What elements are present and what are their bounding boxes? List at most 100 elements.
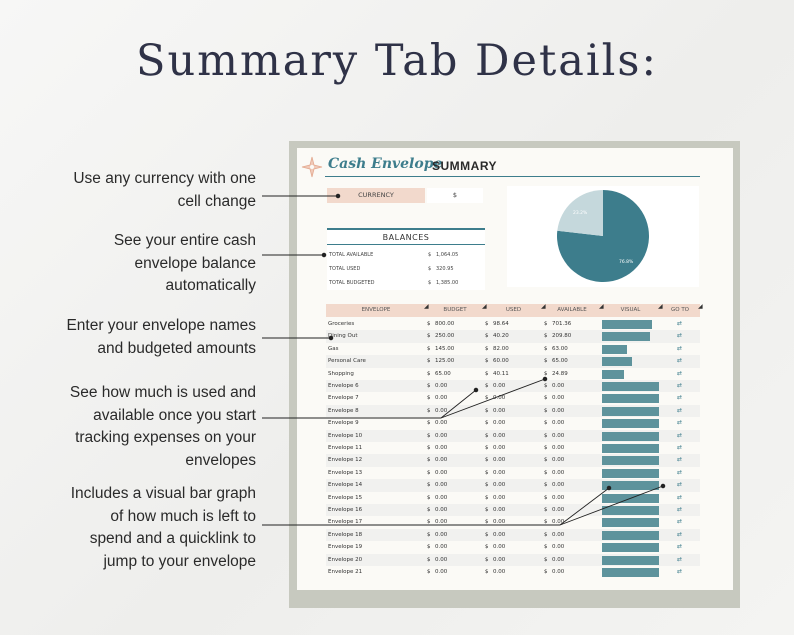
envelope-name-cell[interactable]: Envelope 9 xyxy=(328,420,359,427)
visual-remaining-bar xyxy=(602,506,659,515)
envelope-name-cell[interactable]: Envelope 20 xyxy=(328,556,363,563)
budget-cell[interactable]: 0.00 xyxy=(435,407,448,414)
currency-symbol: $ xyxy=(427,445,431,451)
envelope-name-cell[interactable]: Envelope 15 xyxy=(328,494,363,501)
envelope-name-cell[interactable]: Personal Care xyxy=(328,358,366,365)
sheet-title-script: Cash Envelope xyxy=(328,156,443,172)
currency-input[interactable]: $ xyxy=(427,188,483,203)
budget-cell[interactable]: 0.00 xyxy=(435,445,448,451)
envelope-name-cell[interactable]: Envelope 21 xyxy=(328,569,363,575)
budget-cell[interactable]: 125.00 xyxy=(435,358,455,365)
envelope-name-cell[interactable]: Envelope 19 xyxy=(328,544,363,551)
leader-line xyxy=(440,389,477,419)
currency-symbol: $ xyxy=(485,420,489,427)
envelope-name-cell[interactable]: Envelope 17 xyxy=(328,519,363,526)
goto-link-icon[interactable]: ⇄ xyxy=(677,406,683,414)
col-header-envelope: ENVELOPE xyxy=(326,304,426,317)
budget-cell[interactable]: 0.00 xyxy=(435,420,448,427)
goto-link-icon[interactable]: ⇄ xyxy=(677,431,683,439)
budget-cell[interactable]: 0.00 xyxy=(435,544,448,551)
budget-cell[interactable]: 0.00 xyxy=(435,494,448,501)
budget-cell[interactable]: 0.00 xyxy=(435,569,448,575)
envelope-name-cell[interactable]: Envelope 16 xyxy=(328,507,363,513)
goto-link-icon[interactable]: ⇄ xyxy=(677,543,683,551)
goto-link-icon[interactable]: ⇄ xyxy=(677,382,683,389)
envelope-name-cell[interactable]: Envelope 6 xyxy=(328,383,359,389)
envelope-name-cell[interactable]: Envelope 13 xyxy=(328,469,363,476)
visual-remaining-bar xyxy=(602,369,624,379)
used-cell: 0.00 xyxy=(493,432,506,439)
currency-symbol: $ xyxy=(427,494,431,501)
goto-link-icon[interactable]: ⇄ xyxy=(677,530,683,538)
envelope-name-cell[interactable]: Envelope 10 xyxy=(328,432,363,439)
budget-cell[interactable]: 0.00 xyxy=(435,531,448,538)
goto-link-icon[interactable]: ⇄ xyxy=(677,394,683,402)
envelope-name-cell[interactable]: Groceries xyxy=(328,321,355,327)
budget-cell[interactable]: 0.00 xyxy=(435,432,448,439)
budget-cell[interactable]: 0.00 xyxy=(435,469,448,476)
currency-symbol: $ xyxy=(485,345,489,352)
currency-symbol: $ xyxy=(485,544,489,551)
envelope-name-cell[interactable]: Envelope 18 xyxy=(328,531,363,538)
table-row: Envelope 14 $0.00 $0.00 $0.00 ⇄ xyxy=(326,479,700,492)
goto-link-icon[interactable]: ⇄ xyxy=(677,468,683,476)
available-cell: 0.00 xyxy=(552,519,565,526)
goto-link-icon[interactable]: ⇄ xyxy=(677,444,683,451)
envelope-name-cell[interactable]: Envelope 12 xyxy=(328,457,363,464)
goto-link-icon[interactable]: ⇄ xyxy=(677,332,683,340)
currency-symbol: $ xyxy=(485,569,489,575)
budget-cell[interactable]: 65.00 xyxy=(435,370,451,377)
envelope-name-cell[interactable]: Gas xyxy=(328,345,339,352)
goto-link-icon[interactable]: ⇄ xyxy=(677,555,683,563)
available-cell: 0.00 xyxy=(552,469,565,476)
currency-symbol: $ xyxy=(485,519,489,526)
budget-cell[interactable]: 0.00 xyxy=(435,507,448,513)
filter-corner-icon: ◢ xyxy=(482,303,487,310)
budget-cell[interactable]: 0.00 xyxy=(435,395,448,402)
currency-symbol: $ xyxy=(485,469,489,476)
available-cell: 63.00 xyxy=(552,345,568,352)
table-row: Shopping $65.00 $40.11 $24.89 ⇄ xyxy=(326,368,700,380)
budget-cell[interactable]: 0.00 xyxy=(435,556,448,563)
table-row: Envelope 7 $0.00 $0.00 $0.00 ⇄ xyxy=(326,392,700,404)
envelope-name-cell[interactable]: Dining Out xyxy=(328,333,358,340)
goto-link-icon[interactable]: ⇄ xyxy=(677,344,683,352)
pie-chart: 23.2% 76.8% xyxy=(557,190,649,282)
envelope-name-cell[interactable]: Shopping xyxy=(328,370,354,377)
envelope-name-cell[interactable]: Envelope 11 xyxy=(328,445,363,451)
filter-corner-icon: ◢ xyxy=(658,303,663,310)
budget-cell[interactable]: 0.00 xyxy=(435,482,448,489)
callout-line: tracking expenses on your xyxy=(75,429,256,446)
visual-remaining-bar xyxy=(602,555,659,565)
currency-symbol: $ xyxy=(544,383,548,389)
currency-symbol: $ xyxy=(485,358,489,365)
budget-cell[interactable]: 800.00 xyxy=(435,321,455,327)
goto-link-icon[interactable]: ⇄ xyxy=(677,518,683,526)
currency-symbol: $ xyxy=(427,519,431,526)
goto-link-icon[interactable]: ⇄ xyxy=(677,357,683,365)
budget-cell[interactable]: 250.00 xyxy=(435,333,455,340)
callout-line: available once you start xyxy=(93,406,256,424)
envelope-name-cell[interactable]: Envelope 8 xyxy=(328,407,359,414)
goto-link-icon[interactable]: ⇄ xyxy=(677,369,683,377)
leader-dot xyxy=(321,252,327,258)
col-header-visual: VISUAL xyxy=(601,304,660,317)
envelope-name-cell[interactable]: Envelope 7 xyxy=(328,395,359,402)
budget-cell[interactable]: 0.00 xyxy=(435,383,448,389)
budget-cell[interactable]: 0.00 xyxy=(435,519,448,526)
table-row: Dining Out $250.00 $40.20 $209.80 ⇄ xyxy=(326,330,700,343)
currency-symbol: $ xyxy=(485,383,489,389)
available-cell: 0.00 xyxy=(552,569,565,575)
goto-link-icon[interactable]: ⇄ xyxy=(677,481,683,489)
col-header-available: AVAILABLE xyxy=(543,304,601,317)
table-row: Envelope 17 $0.00 $0.00 $0.00 ⇄ xyxy=(326,516,700,528)
goto-link-icon[interactable]: ⇄ xyxy=(677,493,683,501)
envelope-name-cell[interactable]: Envelope 14 xyxy=(328,482,363,489)
goto-link-icon[interactable]: ⇄ xyxy=(677,506,683,513)
budget-cell[interactable]: 0.00 xyxy=(435,457,448,464)
budget-cell[interactable]: 145.00 xyxy=(435,345,455,352)
goto-link-icon[interactable]: ⇄ xyxy=(677,568,683,575)
goto-link-icon[interactable]: ⇄ xyxy=(677,320,683,327)
goto-link-icon[interactable]: ⇄ xyxy=(677,419,683,427)
goto-link-icon[interactable]: ⇄ xyxy=(677,456,683,464)
